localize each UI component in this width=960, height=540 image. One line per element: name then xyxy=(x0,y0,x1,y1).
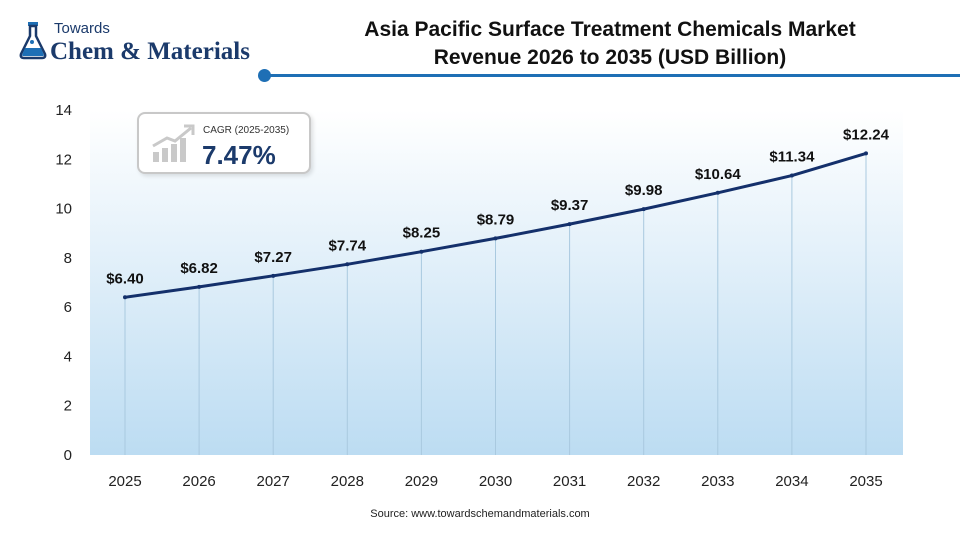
y-tick-label: 8 xyxy=(64,250,72,267)
data-label: $9.37 xyxy=(551,197,589,214)
data-label: $7.27 xyxy=(254,249,292,266)
data-label: $6.40 xyxy=(106,270,144,287)
header-rule xyxy=(266,74,960,77)
cagr-callout: CAGR (2025-2035) 7.47% xyxy=(137,112,311,174)
growth-chart-icon xyxy=(152,124,195,162)
data-point xyxy=(197,284,202,289)
data-label: $6.82 xyxy=(180,260,218,277)
data-point xyxy=(715,190,720,195)
x-tick-label: 2031 xyxy=(553,473,586,490)
y-tick-label: 14 xyxy=(55,102,72,119)
x-tick-label: 2034 xyxy=(775,473,808,490)
data-label: $12.24 xyxy=(843,126,890,143)
source-note: Source: www.towardschemandmaterials.com xyxy=(370,508,590,520)
data-point xyxy=(271,273,276,278)
chart-title-line1: Asia Pacific Surface Treatment Chemicals… xyxy=(364,18,856,41)
data-point xyxy=(641,207,646,212)
data-label: $10.64 xyxy=(695,166,742,183)
y-tick-label: 12 xyxy=(55,151,72,168)
y-tick-label: 0 xyxy=(64,447,72,464)
data-point xyxy=(789,173,794,178)
chart-title: Asia Pacific Surface Treatment Chemicals… xyxy=(300,16,920,72)
data-label: $11.34 xyxy=(769,149,815,166)
y-tick-label: 2 xyxy=(64,398,72,415)
x-tick-label: 2026 xyxy=(182,473,215,490)
flask-icon xyxy=(19,22,47,60)
x-tick-label: 2032 xyxy=(627,473,660,490)
y-tick-label: 6 xyxy=(64,299,72,316)
x-tick-label: 2025 xyxy=(108,473,141,490)
data-point xyxy=(864,151,868,156)
x-tick-label: 2028 xyxy=(331,473,364,490)
x-tick-label: 2033 xyxy=(701,473,734,490)
data-point xyxy=(345,262,350,267)
data-point xyxy=(493,236,498,241)
data-point xyxy=(419,249,424,254)
x-tick-label: 2027 xyxy=(257,473,290,490)
data-point xyxy=(123,295,127,300)
x-tick-label: 2030 xyxy=(479,473,512,490)
data-point xyxy=(567,222,572,227)
x-tick-label: 2035 xyxy=(849,473,882,490)
data-label: $8.79 xyxy=(477,211,515,228)
logo-text-line1: Towards xyxy=(54,20,110,37)
y-tick-label: 10 xyxy=(55,201,72,218)
header-rule-dot xyxy=(258,69,271,82)
data-label: $8.25 xyxy=(403,225,441,242)
y-tick-label: 4 xyxy=(64,348,72,365)
brand-logo: Towards Chem & Materials xyxy=(14,14,264,70)
data-label: $9.98 xyxy=(625,182,663,199)
x-tick-label: 2029 xyxy=(405,473,438,490)
chart-title-line2: Revenue 2026 to 2035 (USD Billion) xyxy=(433,46,787,69)
cagr-value: 7.47% xyxy=(202,140,276,170)
data-label: $7.74 xyxy=(329,237,367,254)
cagr-label: CAGR (2025-2035) xyxy=(203,125,290,136)
logo-text-line2: Chem & Materials xyxy=(50,38,250,65)
